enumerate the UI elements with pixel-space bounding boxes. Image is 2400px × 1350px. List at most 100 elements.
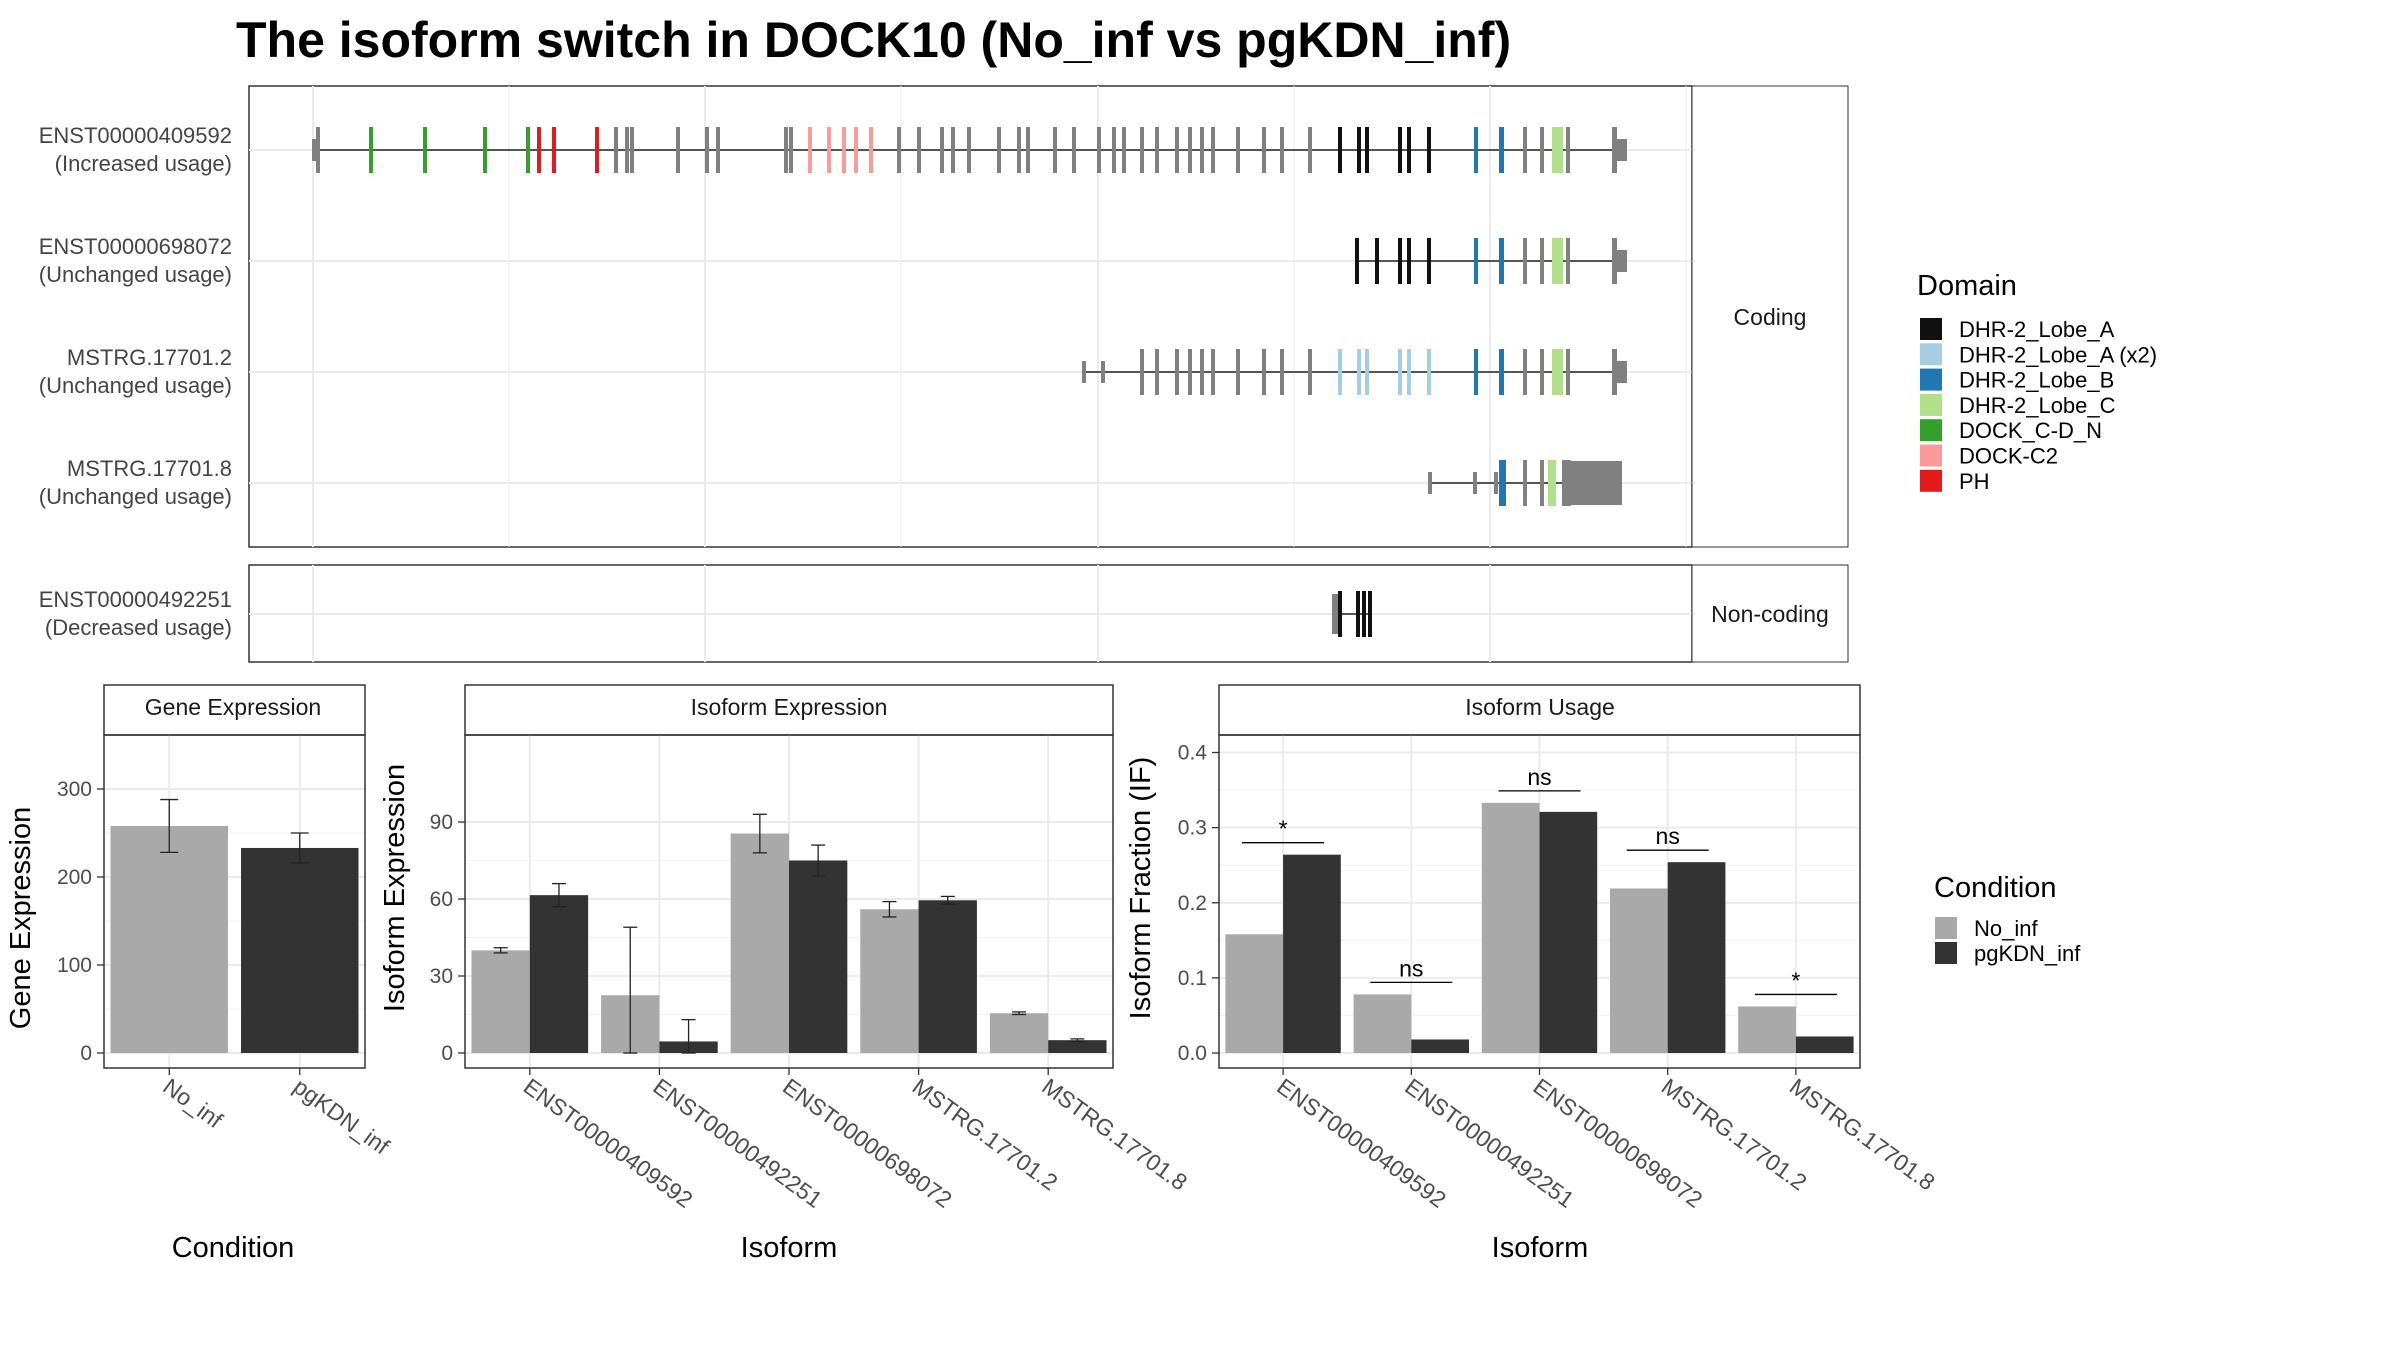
panel-plot: *nsnsns*0.00.10.20.30.4ENST00000409592EN… bbox=[1178, 734, 1940, 1213]
transcript-3-exon bbox=[1617, 361, 1627, 383]
bar-pgKDN_inf bbox=[1411, 1039, 1469, 1053]
transcript-2-exon bbox=[1474, 238, 1478, 284]
transcript-1-exon bbox=[1617, 139, 1627, 161]
y-tick-label: 0.3 bbox=[1178, 817, 1207, 840]
panel-frame bbox=[103, 734, 366, 1069]
transcript-1-exon bbox=[789, 127, 793, 173]
transcript-5-exon bbox=[1368, 591, 1372, 637]
y-tick-label: 0.1 bbox=[1178, 967, 1207, 990]
bar-No_inf bbox=[471, 950, 530, 1053]
domain-legend-label: DHR-2_Lobe_B bbox=[1959, 368, 2114, 393]
exon-layer bbox=[312, 127, 1627, 637]
transcript-1-exon bbox=[808, 127, 812, 173]
y-tick-label: 90 bbox=[430, 811, 453, 834]
transcript-2-exon bbox=[1523, 238, 1527, 284]
transcript-1-exon bbox=[1072, 127, 1076, 173]
panel-plot: 0306090ENST00000409592ENST00000492251ENS… bbox=[430, 734, 1192, 1213]
transcript-2-exon bbox=[1427, 238, 1431, 284]
domain-legend-label: DHR-2_Lobe_A bbox=[1959, 317, 2115, 342]
gene-expression-y-axis-title: Gene Expression bbox=[5, 807, 37, 1029]
transcript-2-exon bbox=[1398, 238, 1402, 284]
transcript-4-exon bbox=[1562, 460, 1571, 506]
transcript-3-exon bbox=[1566, 349, 1570, 395]
transcript-2-exon bbox=[1617, 250, 1627, 272]
domain-legend-swatch bbox=[1920, 393, 1942, 416]
y-tick-label: 0.2 bbox=[1178, 892, 1207, 915]
transcript-4-exon bbox=[1523, 460, 1527, 506]
transcript-1-exon bbox=[625, 127, 629, 173]
isoform-expression-x-axis-title: Isoform bbox=[741, 1232, 838, 1264]
transcript-4-exon bbox=[1473, 472, 1477, 494]
transcript-3-exon bbox=[1236, 349, 1240, 395]
transcript-1-exon bbox=[1566, 127, 1570, 173]
condition-legend-label: pgKDN_inf bbox=[1974, 941, 2081, 966]
transcript-2-exon bbox=[1552, 238, 1556, 284]
condition-legend-title: Condition bbox=[1934, 872, 2057, 904]
significance-label: ns bbox=[1656, 823, 1680, 849]
bar-No_inf bbox=[110, 825, 228, 1053]
domain-legend-swatch bbox=[1920, 469, 1942, 492]
noncoding-strip bbox=[1691, 564, 1849, 663]
transcript-3-exon bbox=[1155, 349, 1159, 395]
transcript-1-exon bbox=[1338, 127, 1342, 173]
transcript-3-exon bbox=[1540, 349, 1544, 395]
transcript-1-exon bbox=[1427, 127, 1431, 173]
transcript-label-1-id: ENST00000409592 bbox=[39, 123, 232, 148]
transcript-1-exon bbox=[1552, 127, 1556, 173]
transcript-1-exon bbox=[1474, 127, 1478, 173]
transcript-1-exon bbox=[705, 127, 709, 173]
bar-pgKDN_inf bbox=[918, 900, 977, 1053]
transcript-1-exon bbox=[1308, 127, 1312, 173]
transcript-1-exon bbox=[1540, 127, 1544, 173]
significance-label: * bbox=[1279, 816, 1288, 842]
transcript-label-2-id: ENST00000698072 bbox=[39, 234, 232, 259]
transcript-2-exon bbox=[1540, 238, 1544, 284]
domain-legend-label: DOCK-C2 bbox=[1959, 444, 2058, 469]
transcript-3-exon bbox=[1559, 349, 1563, 395]
bar-pgKDN_inf bbox=[1048, 1040, 1107, 1053]
transcript-5-exon bbox=[1332, 594, 1338, 634]
bar-pgKDN_inf bbox=[1667, 862, 1726, 1053]
transcript-label-1-usage: (Increased usage) bbox=[55, 151, 232, 176]
transcript-3-exon bbox=[1556, 349, 1560, 395]
transcript-4-exon bbox=[1552, 460, 1556, 506]
transcript-1-exon bbox=[1211, 127, 1215, 173]
transcript-1-exon bbox=[537, 127, 541, 173]
transcript-label-5-usage: (Decreased usage) bbox=[45, 615, 232, 640]
bar-pgKDN_inf bbox=[1539, 811, 1598, 1053]
domain-legend-label: DHR-2_Lobe_C bbox=[1959, 393, 2116, 418]
transcript-1-exon bbox=[630, 127, 634, 173]
panel-strip bbox=[1218, 684, 1861, 736]
panel-strip bbox=[464, 684, 1114, 736]
transcript-1-exon bbox=[316, 127, 320, 173]
transcript-1-exon bbox=[1612, 127, 1617, 173]
transcript-1-exon bbox=[1155, 127, 1159, 173]
transcript-5-exon bbox=[1356, 591, 1360, 637]
transcript-3-exon bbox=[1101, 361, 1105, 383]
bar-No_inf bbox=[1610, 888, 1668, 1053]
transcript-1-exon bbox=[526, 127, 530, 173]
gene-expression-panel-title: Gene Expression bbox=[145, 694, 321, 720]
transcript-3-exon bbox=[1398, 349, 1402, 395]
transcript-1-exon bbox=[1357, 127, 1361, 173]
isoform-usage-x-axis-title: Isoform bbox=[1492, 1232, 1589, 1264]
transcript-1-exon bbox=[951, 127, 955, 173]
bar-No_inf bbox=[1353, 994, 1412, 1053]
y-tick-label: 0 bbox=[441, 1042, 453, 1065]
panel-plot: 0 100 200 300 No_inf pgKDN_inf bbox=[57, 734, 395, 1160]
isoform-usage-panel-title: Isoform Usage bbox=[1465, 694, 1615, 720]
transcript-label-5-id: ENST00000492251 bbox=[39, 587, 232, 612]
transcript-1-exon bbox=[614, 127, 618, 173]
transcript-1-exon bbox=[1236, 127, 1240, 173]
transcript-1-exon bbox=[1280, 127, 1284, 173]
transcript-2-exon bbox=[1612, 238, 1617, 284]
transcript-4-exon bbox=[1494, 472, 1498, 494]
bar-No_inf bbox=[1481, 802, 1540, 1053]
transcript-3-exon bbox=[1140, 349, 1144, 395]
transcript-3-exon bbox=[1338, 349, 1342, 395]
transcript-3-exon bbox=[1082, 361, 1086, 383]
transcript-label-3-id: MSTRG.17701.2 bbox=[67, 345, 232, 370]
